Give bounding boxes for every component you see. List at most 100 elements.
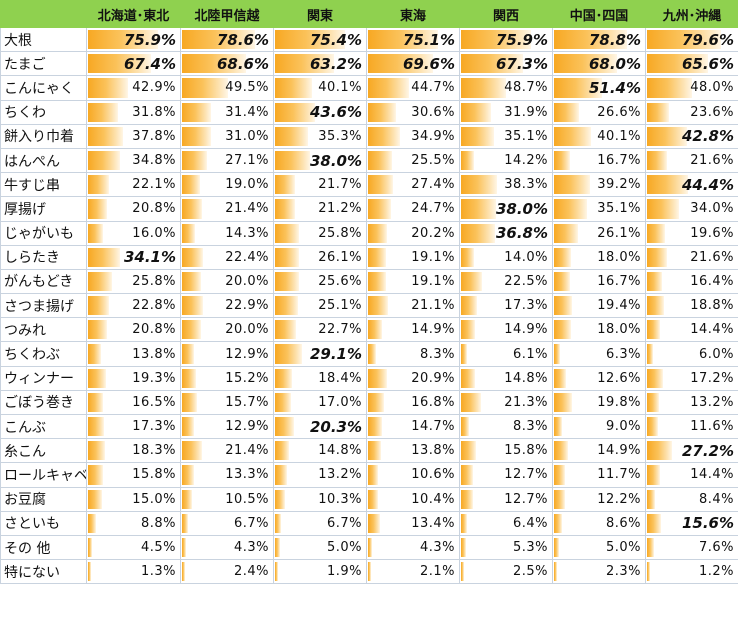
- value-text: 14.9%: [504, 322, 548, 338]
- value-text: 65.6%: [681, 54, 734, 73]
- value-cell: 14.9%: [459, 317, 553, 343]
- value-text: 21.3%: [504, 394, 548, 410]
- data-bar: [647, 441, 673, 461]
- value-text: 20.0%: [225, 273, 269, 289]
- data-bar: [275, 320, 297, 340]
- value-cell: 16.0%: [86, 220, 181, 246]
- data-bar: [368, 78, 410, 98]
- value-text: 19.3%: [132, 370, 176, 386]
- value-text: 21.6%: [690, 249, 734, 265]
- value-text: 24.7%: [411, 201, 455, 217]
- value-text: 2.4%: [233, 564, 269, 580]
- data-bar: [182, 562, 185, 582]
- header-row: 北海道･東北 北陸甲信越 関東 東海 関西 中国･四国 九州･沖縄: [0, 0, 738, 28]
- value-text: 9.0%: [605, 419, 641, 435]
- data-bar: [461, 417, 469, 437]
- data-bar: [182, 126, 211, 146]
- value-text: 7.6%: [698, 540, 734, 556]
- data-bar: [182, 223, 196, 243]
- data-bar: [647, 199, 679, 219]
- data-bar: [647, 465, 661, 485]
- data-bar: [182, 30, 255, 50]
- row-label: 牛すじ串: [0, 172, 87, 198]
- value-cell: 10.4%: [366, 486, 460, 512]
- value-text: 17.3%: [504, 298, 548, 314]
- value-cell: 34.8%: [86, 147, 181, 174]
- data-bar: [461, 54, 524, 74]
- value-text: 21.4%: [225, 443, 269, 459]
- value-text: 19.6%: [690, 225, 734, 241]
- value-text: 2.5%: [512, 564, 548, 580]
- value-text: 4.3%: [233, 540, 269, 556]
- data-bar: [182, 417, 194, 437]
- data-bar: [554, 150, 570, 171]
- value-cell: 39.2%: [552, 172, 646, 198]
- value-cell: 25.8%: [273, 220, 367, 246]
- data-bar: [461, 78, 507, 98]
- data-bar: [368, 54, 433, 74]
- value-cell: 6.7%: [273, 510, 367, 536]
- value-cell: 19.6%: [645, 220, 738, 246]
- value-cell: 15.7%: [180, 389, 274, 416]
- value-cell: 37.8%: [86, 123, 181, 149]
- value-cell: 38.0%: [273, 147, 367, 174]
- value-text: 75.1%: [402, 30, 455, 49]
- value-cell: 21.6%: [645, 147, 738, 174]
- value-cell: 1.9%: [273, 559, 367, 585]
- value-text: 34.9%: [411, 128, 455, 144]
- data-bar: [554, 199, 587, 219]
- value-cell: 14.9%: [552, 438, 646, 464]
- data-bar: [368, 392, 384, 412]
- value-text: 38.3%: [504, 177, 548, 193]
- value-text: 23.6%: [690, 104, 734, 120]
- data-bar: [275, 126, 308, 146]
- value-cell: 20.8%: [86, 196, 181, 222]
- value-cell: 18.8%: [645, 293, 738, 319]
- value-cell: 8.8%: [86, 510, 181, 536]
- value-cell: 21.4%: [180, 438, 274, 464]
- data-bar: [88, 562, 91, 582]
- value-cell: 1.3%: [86, 559, 181, 585]
- value-cell: 5.0%: [552, 534, 646, 561]
- value-cell: 15.2%: [180, 365, 274, 391]
- value-cell: 14.9%: [366, 317, 460, 343]
- data-bar: [275, 537, 280, 558]
- value-text: 11.7%: [597, 467, 641, 483]
- value-text: 26.6%: [597, 104, 641, 120]
- value-cell: 12.2%: [552, 486, 646, 512]
- row-label: こんぶ: [0, 413, 87, 440]
- value-text: 75.9%: [123, 30, 176, 49]
- value-cell: 7.6%: [645, 534, 738, 561]
- data-bar: [88, 247, 120, 267]
- value-text: 38.0%: [495, 199, 548, 218]
- data-bar: [647, 271, 663, 292]
- value-text: 43.6%: [309, 103, 362, 122]
- value-cell: 14.4%: [645, 462, 738, 488]
- data-bar: [88, 489, 102, 509]
- value-text: 15.0%: [132, 491, 176, 507]
- row-label: 大根: [0, 26, 87, 53]
- row-label: ロールキャベ: [0, 462, 87, 488]
- data-bar: [368, 175, 394, 195]
- value-text: 20.9%: [411, 370, 455, 386]
- value-cell: 19.3%: [86, 365, 181, 391]
- data-bar: [368, 199, 391, 219]
- data-bar: [647, 54, 708, 74]
- value-text: 34.8%: [132, 153, 176, 169]
- value-text: 17.3%: [132, 419, 176, 435]
- data-bar: [182, 199, 202, 219]
- value-cell: 19.1%: [366, 244, 460, 270]
- value-cell: 75.9%: [86, 26, 181, 53]
- value-text: 22.7%: [318, 322, 362, 338]
- data-bar: [647, 30, 721, 50]
- column-header: 東海: [366, 0, 460, 28]
- value-cell: 4.3%: [180, 534, 274, 561]
- data-bar: [368, 150, 392, 171]
- value-cell: 36.8%: [459, 220, 553, 246]
- value-cell: 10.6%: [366, 462, 460, 488]
- table-row: はんぺん 34.8% 27.1% 38.0% 25.5% 14.2% 16.7% 21.6%: [0, 147, 738, 174]
- value-cell: 14.3%: [180, 220, 274, 246]
- data-bar: [275, 30, 345, 50]
- value-text: 20.8%: [132, 201, 176, 217]
- row-label: 特にない: [0, 559, 87, 585]
